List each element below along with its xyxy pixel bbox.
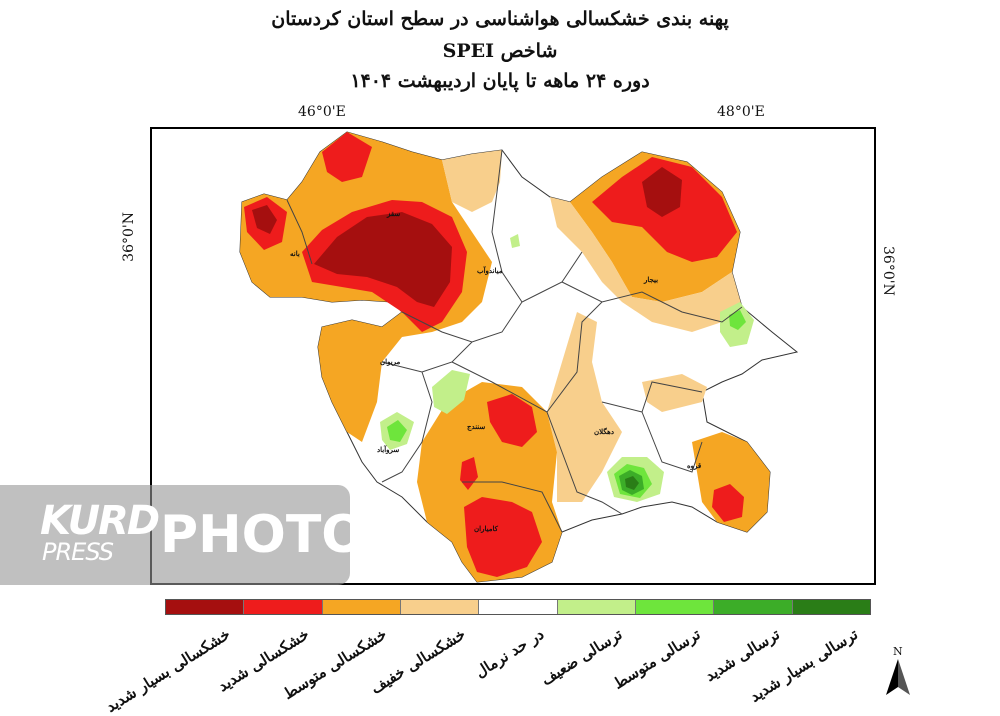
zone-severe-south-central (487, 394, 537, 447)
city-label-sanandaj: سنندج (467, 422, 486, 431)
city-label-saqqez: سقز (387, 209, 401, 218)
latitude-label-left: 36°0'N (121, 212, 137, 262)
north-label: N (893, 645, 903, 658)
city-label-miandoab: میاندوآب (477, 266, 503, 275)
county-boundaries (286, 149, 743, 533)
legend-swatch-3 (400, 600, 480, 614)
zone-wet-moderate-sarvabad (387, 420, 407, 442)
legend-swatch-5 (557, 600, 636, 614)
zone-mild-north (442, 150, 502, 212)
map-title: پهنه بندی خشکسالی هواشناسی در سطح استان … (271, 8, 729, 30)
watermark-panel (0, 485, 350, 585)
legend-swatch-8 (792, 600, 870, 614)
zone-severe-southeast (712, 484, 744, 522)
zone-extreme-northeast (642, 167, 682, 217)
city-label-dehgolan: دهگلان (594, 427, 614, 436)
zone-wet-weak-north (510, 234, 520, 248)
zone-mild-central (547, 312, 622, 502)
map-subtitle-period: دوره ۲۴ ماهه تا پایان اردیبهشت ۱۴۰۴ (350, 70, 650, 92)
north-arrow: N (884, 645, 912, 697)
map-subtitle-index: شاخص SPEI (442, 40, 558, 62)
north-arrow-icon (886, 659, 910, 695)
legend-label-4: در حد نرمال (471, 625, 548, 682)
map-frame: بانه سقز میاندوآب بیجار مریوان سنندج دهگ… (150, 127, 876, 585)
legend-label-0: خشکسالی بسیار شدید (102, 625, 234, 716)
drought-map (239, 131, 799, 583)
longitude-label-right: 48°0'E (717, 104, 765, 120)
legend-bar (165, 599, 871, 615)
legend-swatch-7 (714, 600, 793, 614)
legend-swatch-2 (322, 600, 401, 614)
legend-swatch-0 (166, 600, 245, 614)
zone-wet-moderate-east (729, 310, 746, 330)
legend-label-6: ترسالی متوسط (610, 625, 705, 693)
city-label-qorveh: قروه (687, 461, 702, 470)
zone-wet-weak-west (432, 370, 470, 414)
longitude-label-left: 46°0'E (298, 104, 346, 120)
city-label-marivan: مریوان (380, 357, 401, 366)
zone-moderate-southeast (692, 432, 770, 532)
watermark-photo-text: PHOTO (160, 505, 366, 565)
zone-extreme-far-west (252, 205, 277, 234)
zone-wet-extreme-dehgolan (625, 476, 639, 490)
legend-swatch-1 (244, 600, 323, 614)
zone-mild-east (550, 197, 742, 332)
zone-extreme-northwest (314, 212, 452, 307)
city-label-kamyaran: کامیاران (474, 524, 498, 533)
latitude-label-right: 36°0'N (880, 246, 896, 296)
legend-swatch-4 (479, 600, 558, 614)
watermark-brand-top: KURD (40, 498, 160, 544)
legend-swatch-6 (635, 600, 715, 614)
zone-severe-north-tip (322, 132, 372, 182)
zone-severe-south (464, 497, 542, 577)
watermark-brand-bottom: PRESS (42, 538, 114, 566)
city-label-bijar: بیجار (644, 275, 659, 284)
city-label-sarvabad: سروآباد (377, 445, 400, 454)
city-label-baneh: بانه (290, 249, 300, 258)
